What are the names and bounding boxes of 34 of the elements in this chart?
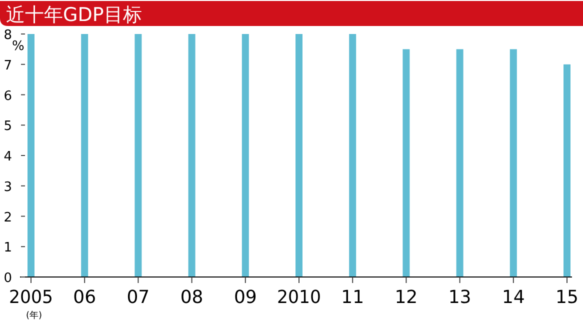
y-tick-label: 5 xyxy=(4,119,12,134)
y-axis-title: % xyxy=(12,39,24,54)
bar xyxy=(402,49,410,277)
x-tick-label: 07 xyxy=(126,287,150,308)
y-tick-label: 0 xyxy=(4,271,12,286)
x-tick-label: 06 xyxy=(73,287,96,308)
bar xyxy=(242,34,249,277)
y-tick-label: 6 xyxy=(4,88,12,104)
bar xyxy=(349,34,356,277)
bar xyxy=(134,34,142,277)
y-tick-label: 1 xyxy=(4,240,12,256)
x-axis-title: (年) xyxy=(26,310,42,321)
bar xyxy=(510,49,517,277)
chart-title: 近十年GDP目标 xyxy=(6,4,142,26)
x-tick-label: 13 xyxy=(448,287,472,308)
bar xyxy=(456,49,464,277)
x-tick-label: 09 xyxy=(234,287,257,308)
y-tick-label: 3 xyxy=(4,180,12,195)
x-tick-label: 2010 xyxy=(277,287,323,308)
y-tick-label: 4 xyxy=(4,150,12,164)
bar xyxy=(296,34,302,277)
bar xyxy=(564,64,570,277)
x-tick-label: 2005 xyxy=(9,287,55,308)
x-tick-label: 12 xyxy=(394,287,418,308)
x-tick-label: 11 xyxy=(341,287,364,308)
y-tick-label: 2 xyxy=(4,210,12,226)
x-tick-label: 08 xyxy=(180,287,204,308)
bar xyxy=(188,34,196,277)
x-tick-label: 14 xyxy=(502,287,525,308)
bar xyxy=(28,34,34,277)
bar xyxy=(81,34,88,277)
x-tick-label: 15 xyxy=(556,287,578,308)
y-tick-label: 8 xyxy=(4,28,12,43)
y-tick-label: 7 xyxy=(4,58,12,74)
